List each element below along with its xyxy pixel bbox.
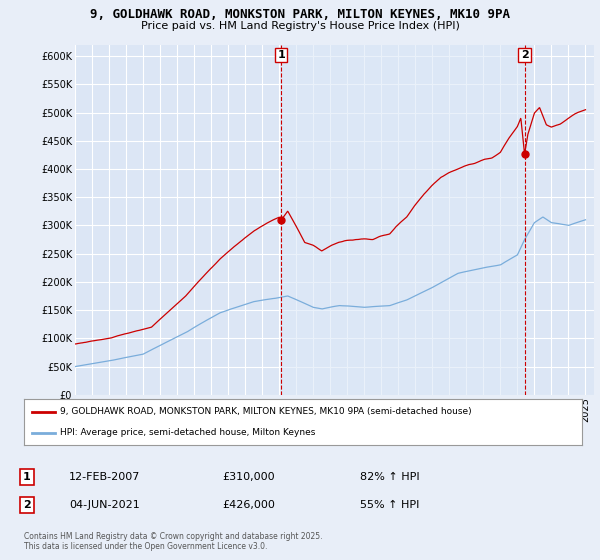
Bar xyxy=(281,45,524,395)
Text: This data is licensed under the Open Government Licence v3.0.: This data is licensed under the Open Gov… xyxy=(24,542,268,551)
Text: 9, GOLDHAWK ROAD, MONKSTON PARK, MILTON KEYNES, MK10 9PA (semi-detached house): 9, GOLDHAWK ROAD, MONKSTON PARK, MILTON … xyxy=(60,407,472,416)
Text: 12-FEB-2007: 12-FEB-2007 xyxy=(69,472,140,482)
Text: 1: 1 xyxy=(277,50,285,60)
Text: 2: 2 xyxy=(521,50,529,60)
Text: HPI: Average price, semi-detached house, Milton Keynes: HPI: Average price, semi-detached house,… xyxy=(60,428,316,437)
Text: 55% ↑ HPI: 55% ↑ HPI xyxy=(360,500,419,510)
Text: 04-JUN-2021: 04-JUN-2021 xyxy=(69,500,140,510)
Text: 2: 2 xyxy=(23,500,31,510)
Text: Contains HM Land Registry data © Crown copyright and database right 2025.: Contains HM Land Registry data © Crown c… xyxy=(24,532,323,541)
Text: 9, GOLDHAWK ROAD, MONKSTON PARK, MILTON KEYNES, MK10 9PA: 9, GOLDHAWK ROAD, MONKSTON PARK, MILTON … xyxy=(90,8,510,21)
Text: Price paid vs. HM Land Registry's House Price Index (HPI): Price paid vs. HM Land Registry's House … xyxy=(140,21,460,31)
Text: £310,000: £310,000 xyxy=(222,472,275,482)
Text: 82% ↑ HPI: 82% ↑ HPI xyxy=(360,472,419,482)
Text: £426,000: £426,000 xyxy=(222,500,275,510)
Text: 1: 1 xyxy=(23,472,31,482)
